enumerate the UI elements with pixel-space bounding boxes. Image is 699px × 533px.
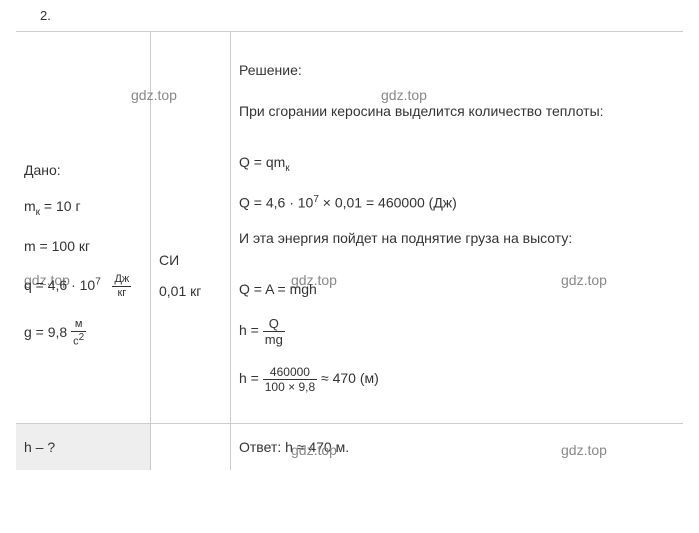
solution-table: gdz.top gdz.top Дано: mк = 10 г m = 100 … xyxy=(16,31,683,423)
solution-eq2: Q = 4,6 · 107 × 0,01 = 460000 (Дж) xyxy=(239,194,675,211)
si-label: СИ xyxy=(159,252,222,268)
answer-mid xyxy=(151,424,231,470)
si-column: СИ 0,01 кг xyxy=(151,32,231,423)
si-value: 0,01 кг xyxy=(159,283,222,299)
solution-text2: И эта энергия пойдет на поднятие груза н… xyxy=(239,230,675,246)
solution-eq4: h = Q mg xyxy=(239,317,675,346)
answer-question: h – ? xyxy=(16,424,151,470)
solution-column: gdz.top gdz.top gdz.top gdz.top gdz.top … xyxy=(231,32,683,423)
solution-text1: При сгорании керосина выделится количест… xyxy=(239,103,675,119)
given-column: gdz.top gdz.top Дано: mк = 10 г m = 100 … xyxy=(16,32,151,423)
given-g: g = 9,8 м с2 xyxy=(24,319,142,348)
given-q: q = 4,6 · 107 Дж кг xyxy=(24,274,142,299)
solution-eq3: Q = A = mgh xyxy=(239,281,675,297)
solution-eq1: Q = qmк xyxy=(239,154,675,174)
given-label: Дано: xyxy=(24,162,142,178)
solution-eq5: h = 460000 100 × 9,8 ≈ 470 (м) xyxy=(239,366,675,393)
answer-row: h – ? Ответ: h ≈ 470 м. xyxy=(16,423,683,470)
answer-result: Ответ: h ≈ 470 м. xyxy=(231,424,683,470)
solution-header: Решение: xyxy=(239,62,675,78)
given-mk: mк = 10 г xyxy=(24,198,142,218)
problem-number: 2. xyxy=(0,0,699,31)
given-m: m = 100 кг xyxy=(24,238,142,254)
